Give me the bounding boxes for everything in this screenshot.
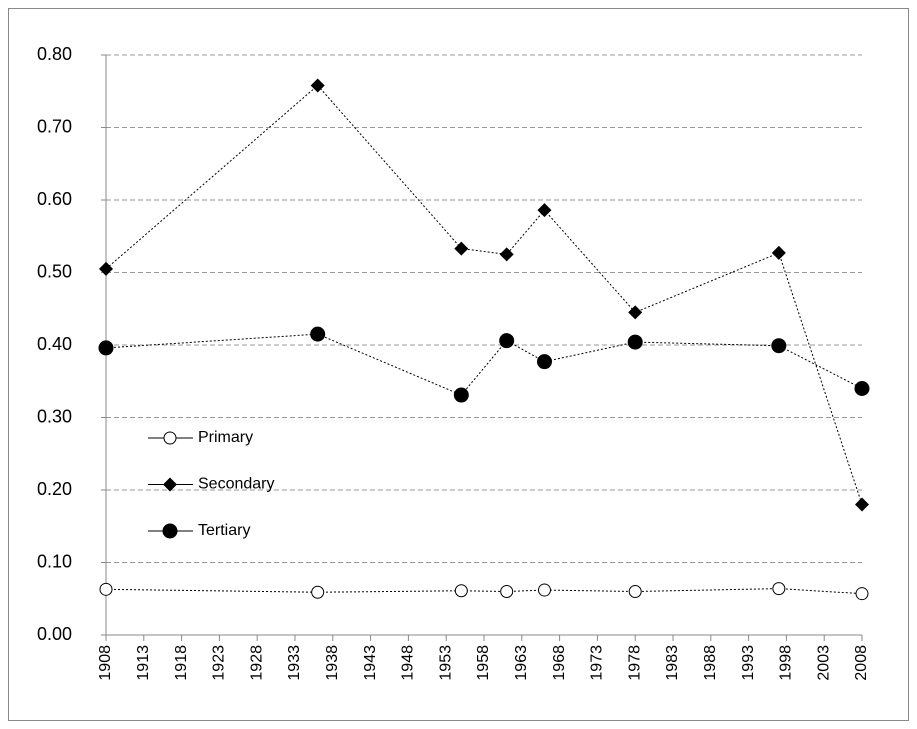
x-tick-label: 1913 <box>135 645 152 681</box>
series-line <box>105 588 863 595</box>
x-tick-label: 1968 <box>551 645 568 681</box>
marker <box>537 583 551 597</box>
marker <box>772 582 786 596</box>
marker <box>453 387 469 403</box>
x-tick-label: 1928 <box>248 645 265 681</box>
x-tick-label: 1908 <box>97 645 114 681</box>
y-tick-label: 0.20 <box>37 479 72 499</box>
marker <box>536 354 552 370</box>
legend-label: Primary <box>198 429 253 446</box>
legend-marker <box>163 477 177 492</box>
x-tick-label: 1988 <box>702 645 719 681</box>
x-tick-label: 1998 <box>778 645 795 681</box>
marker <box>499 333 515 349</box>
marker <box>628 305 643 320</box>
x-tick-label: 1993 <box>740 645 757 681</box>
x-tick-label: 1923 <box>211 645 228 681</box>
marker <box>855 497 869 512</box>
y-tick-label: 0.70 <box>37 116 72 136</box>
x-tick-label: 2008 <box>853 645 870 681</box>
x-tick-label: 1943 <box>362 645 379 681</box>
marker <box>499 247 514 262</box>
marker <box>855 587 869 601</box>
x-tick-label: 1948 <box>400 645 417 681</box>
x-tick-label: 1953 <box>437 645 454 681</box>
y-tick-label: 0.30 <box>37 406 72 426</box>
x-tick-label: 2003 <box>815 645 832 681</box>
marker <box>771 338 787 354</box>
y-tick-label: 0.00 <box>37 624 72 644</box>
legend-marker <box>162 523 178 539</box>
x-tick-label: 1978 <box>626 645 643 681</box>
marker <box>771 245 786 260</box>
y-tick-label: 0.80 <box>37 44 72 64</box>
marker <box>628 585 642 598</box>
marker <box>854 381 870 396</box>
marker <box>311 585 325 599</box>
legend-label: Tertiary <box>198 522 250 539</box>
x-tick-label: 1973 <box>589 645 606 681</box>
x-tick-label: 1938 <box>324 645 341 681</box>
marker <box>454 241 469 256</box>
x-tick-label: 1958 <box>475 645 492 681</box>
x-tick-label: 1963 <box>513 645 530 681</box>
marker <box>98 340 114 356</box>
marker <box>310 78 325 93</box>
x-tick-label: 1933 <box>286 645 303 681</box>
chart-border <box>8 8 909 721</box>
series-line <box>105 84 863 505</box>
marker <box>537 203 552 218</box>
y-tick-label: 0.10 <box>37 551 72 571</box>
marker <box>454 584 468 598</box>
marker <box>627 334 643 350</box>
y-tick-label: 0.40 <box>37 334 72 354</box>
y-tick-label: 0.60 <box>37 189 72 209</box>
legend-label: Secondary <box>198 476 275 493</box>
legend-marker <box>163 431 177 445</box>
marker <box>500 585 514 598</box>
marker <box>310 326 326 342</box>
series-line <box>105 333 863 396</box>
marker <box>99 261 113 276</box>
x-tick-label: 1983 <box>664 645 681 681</box>
x-tick-label: 1918 <box>173 645 190 681</box>
marker <box>99 582 113 596</box>
y-tick-label: 0.50 <box>37 261 72 281</box>
